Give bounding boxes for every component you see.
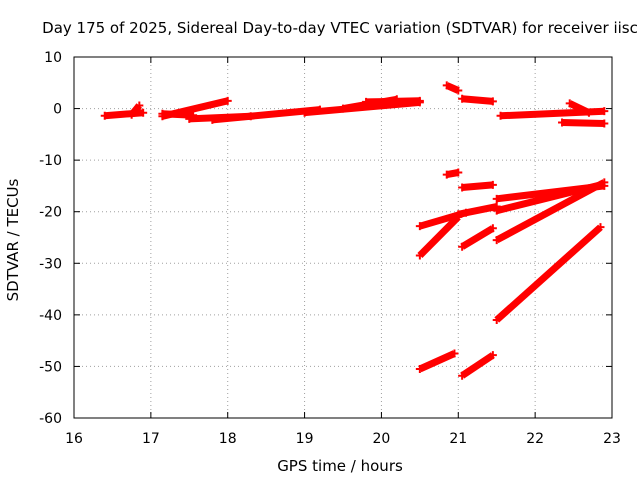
data-track-24 xyxy=(418,350,456,373)
data-point xyxy=(458,242,467,251)
data-point xyxy=(442,81,451,90)
data-track-10 xyxy=(461,95,494,105)
y-tick-label: -50 xyxy=(39,359,62,375)
x-tick-label: 17 xyxy=(142,431,160,447)
data-point xyxy=(139,108,148,117)
data-track-3 xyxy=(161,97,229,120)
data-point xyxy=(458,371,467,380)
data-point xyxy=(488,224,497,233)
x-tick-label: 23 xyxy=(603,431,621,447)
data-point xyxy=(454,168,463,177)
data-point xyxy=(127,110,136,119)
data-point xyxy=(492,206,501,215)
data-points xyxy=(100,81,609,380)
y-tick-label: -20 xyxy=(39,205,62,221)
data-track-5 xyxy=(211,106,321,124)
data-point xyxy=(488,180,497,189)
data-point xyxy=(450,349,459,358)
data-point xyxy=(454,86,463,95)
x-tick-label: 16 xyxy=(65,431,83,447)
y-tick-label: -60 xyxy=(39,411,62,427)
data-point xyxy=(488,97,497,106)
data-track-22 xyxy=(460,225,495,250)
x-tick-label: 21 xyxy=(449,431,467,447)
data-track-20 xyxy=(495,179,606,244)
data-track-8 xyxy=(366,97,420,106)
data-point xyxy=(339,104,347,113)
data-point xyxy=(565,99,574,108)
x-tick-label: 20 xyxy=(373,431,391,447)
data-track-13 xyxy=(561,119,605,127)
data-track-25 xyxy=(460,352,495,379)
data-point xyxy=(415,251,424,260)
data-point xyxy=(442,170,451,179)
data-point xyxy=(492,236,501,245)
data-point xyxy=(415,96,424,105)
data-point xyxy=(415,365,424,374)
data-point xyxy=(223,96,232,105)
x-axis-label: GPS time / hours xyxy=(277,457,403,475)
data-point xyxy=(454,212,463,221)
data-point xyxy=(135,101,144,110)
y-tick-label: -10 xyxy=(39,153,62,169)
data-point xyxy=(584,108,593,117)
data-point xyxy=(458,94,467,103)
data-point xyxy=(488,351,497,360)
x-tick-label: 19 xyxy=(296,431,314,447)
y-tick-label: 0 xyxy=(53,102,62,118)
data-point xyxy=(600,107,609,116)
plot-frame xyxy=(73,56,613,419)
data-point xyxy=(300,108,309,117)
data-point xyxy=(492,194,501,203)
data-track-19 xyxy=(495,181,602,215)
data-point xyxy=(158,112,167,121)
y-tick-label: -40 xyxy=(39,308,62,324)
data-point xyxy=(100,111,109,120)
data-track-21 xyxy=(417,214,461,258)
data-point xyxy=(415,222,424,231)
data-point xyxy=(596,223,605,232)
data-track-17 xyxy=(457,203,498,218)
data-point xyxy=(458,183,467,192)
axis-ticks xyxy=(73,56,613,419)
chart-title: Day 175 of 2025, Sidereal Day-to-day VTE… xyxy=(42,19,638,37)
y-tick-label: 10 xyxy=(44,50,62,66)
data-point xyxy=(208,115,217,124)
data-point xyxy=(558,118,567,127)
data-point xyxy=(185,114,194,123)
data-point xyxy=(600,119,609,128)
data-track-1 xyxy=(128,103,142,118)
data-track-12 xyxy=(568,100,591,116)
y-axis-label: SDTVAR / TECUs xyxy=(4,178,22,301)
data-point xyxy=(362,97,371,106)
data-track-23 xyxy=(494,224,603,323)
x-tick-label: 22 xyxy=(526,431,544,447)
data-track-15 xyxy=(461,181,494,191)
data-point xyxy=(496,111,505,120)
y-tick-label: -30 xyxy=(39,256,62,272)
data-point xyxy=(492,316,501,325)
x-tick-label: 18 xyxy=(219,431,237,447)
data-point xyxy=(600,178,609,187)
